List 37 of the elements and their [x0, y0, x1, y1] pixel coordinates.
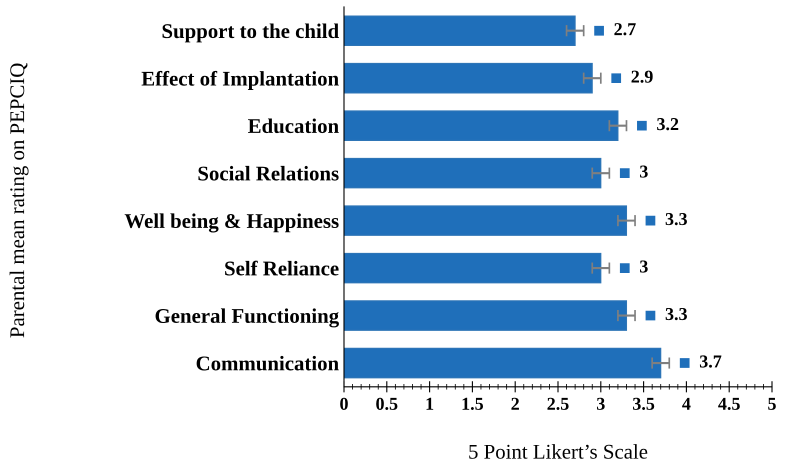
- y-tick-label: Support to the child: [162, 24, 339, 42]
- data-label: 3.7: [700, 355, 722, 368]
- x-tick-label: 0: [340, 398, 348, 410]
- y-tick-label: Communication: [196, 356, 339, 371]
- x-tick-label: 4: [682, 398, 691, 410]
- x-tick-label: 3.5: [632, 398, 654, 410]
- data-label: 3.3: [666, 308, 687, 320]
- y-tick-label: Education: [248, 118, 339, 134]
- bar: [344, 205, 628, 236]
- x-tick-label: 3: [596, 398, 605, 410]
- data-label: 3.3: [666, 213, 687, 226]
- bar: [344, 158, 602, 188]
- data-label: 2.9: [632, 70, 653, 83]
- y-tick-label: Self Reliance: [225, 260, 339, 276]
- bar: [344, 348, 662, 378]
- y-axis-title: Parental mean rating on PEPCIQ: [10, 63, 29, 338]
- data-label: 2.7: [614, 23, 636, 36]
- x-tick-label: 2.5: [547, 398, 569, 410]
- x-tick-label: 1.5: [462, 398, 484, 410]
- bar: [344, 300, 628, 331]
- bar: [344, 62, 593, 94]
- bar: [344, 252, 602, 284]
- data-label: 3: [640, 260, 648, 273]
- x-tick-label: 2: [511, 398, 519, 410]
- data-label: 3: [640, 166, 648, 178]
- y-tick-label: Effect of Implantation: [142, 70, 339, 90]
- x-tick-label: 5: [768, 398, 776, 410]
- x-tick-label: 4.5: [718, 398, 740, 410]
- data-label: 3.2: [657, 118, 678, 130]
- y-tick-label: Social Relations: [198, 166, 339, 181]
- x-tick-label: 0.5: [376, 398, 398, 410]
- y-tick-label: Well being & Happiness: [124, 213, 339, 232]
- x-axis-title: 5 Point Likert’s Scale: [469, 444, 648, 459]
- y-tick-label: General Functioning: [156, 308, 339, 328]
- x-tick-label: 1: [426, 398, 434, 410]
- bar: [344, 15, 576, 46]
- bar: [344, 110, 618, 141]
